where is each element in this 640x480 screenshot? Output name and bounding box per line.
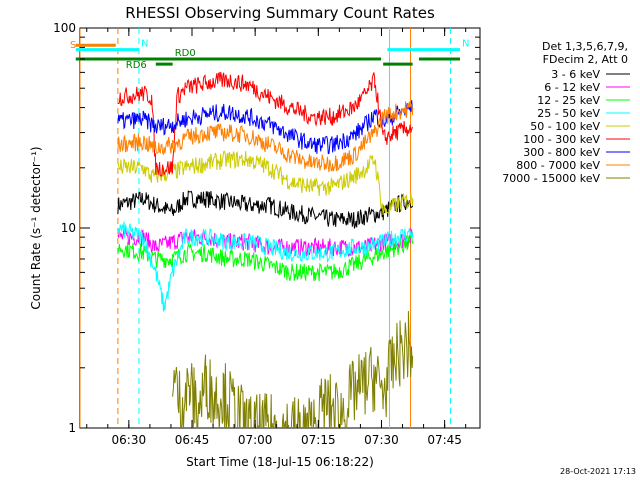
legend: Det 1,3,5,6,7,9, FDecim 2, Att 0 3 - 6 k…: [502, 40, 630, 185]
x-tick-label-0: 06:30: [112, 433, 147, 447]
legend-header-line-1: Det 1,3,5,6,7,9,: [542, 40, 628, 53]
flag-bars: S N N RD0 RD6: [70, 39, 469, 72]
legend-label-8: 7000 - 15000 keV: [502, 172, 600, 185]
legend-label-4: 50 - 100 keV: [530, 120, 600, 133]
x-ticks: 06:30 06:45 07:00 07:15 07:30 07:45: [86, 28, 467, 447]
legend-label-1: 6 - 12 keV: [544, 81, 600, 94]
y-ticks: 1 10 100: [53, 21, 480, 435]
legend-header-line-2: FDecim 2, Att 0: [543, 53, 628, 66]
series-layer: [117, 71, 414, 428]
legend-label-6: 300 - 800 keV: [523, 146, 600, 159]
series-line-5: [117, 71, 413, 177]
x-tick-label-1: 06:45: [175, 433, 210, 447]
series-line-4: [117, 150, 414, 216]
flag-label-1: N: [141, 39, 148, 50]
legend-label-7: 800 - 7000 keV: [516, 159, 600, 172]
series-line-8: [172, 310, 414, 428]
legend-label-0: 3 - 6 keV: [551, 68, 600, 81]
y-tick-label-1: 10: [61, 221, 76, 235]
x-tick-label-5: 07:45: [427, 433, 462, 447]
series-line-6: [117, 100, 414, 155]
flag-label-0: S: [70, 40, 76, 51]
flag-label-6: RD6: [126, 60, 147, 71]
x-tick-label-3: 07:15: [301, 433, 336, 447]
x-tick-label-4: 07:30: [364, 433, 399, 447]
plot-frame: [79, 27, 481, 429]
legend-label-5: 100 - 300 keV: [523, 133, 600, 146]
x-tick-label-2: 07:00: [238, 433, 273, 447]
legend-label-3: 25 - 50 keV: [537, 107, 600, 120]
series-line-3: [117, 221, 414, 312]
chart-title: RHESSI Observing Summary Count Rates: [125, 4, 435, 22]
timestamp: 28-Oct-2021 17:13: [560, 467, 636, 476]
y-axis-label: Count Rate (s⁻¹ detector⁻¹): [29, 146, 43, 309]
flag-label-2: N: [462, 39, 469, 50]
y-tick-label-0: 1: [68, 421, 76, 435]
flag-label-3: RD0: [175, 48, 196, 59]
series-line-7: [117, 101, 414, 173]
legend-label-2: 12 - 25 keV: [537, 94, 600, 107]
series-line-2: [117, 233, 414, 282]
x-axis-label: Start Time (18-Jul-15 06:18:22): [186, 455, 374, 469]
series-line-0: [117, 190, 414, 229]
y-tick-label-2: 100: [53, 21, 76, 35]
